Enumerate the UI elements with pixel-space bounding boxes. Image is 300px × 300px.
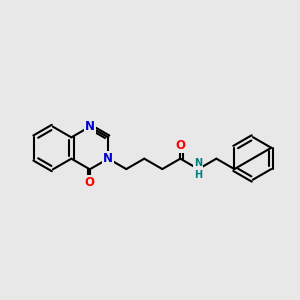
Text: O: O	[175, 139, 185, 152]
Text: N
H: N H	[194, 158, 202, 180]
Text: N: N	[103, 152, 113, 165]
Text: O: O	[85, 176, 95, 189]
Text: N: N	[85, 120, 95, 133]
